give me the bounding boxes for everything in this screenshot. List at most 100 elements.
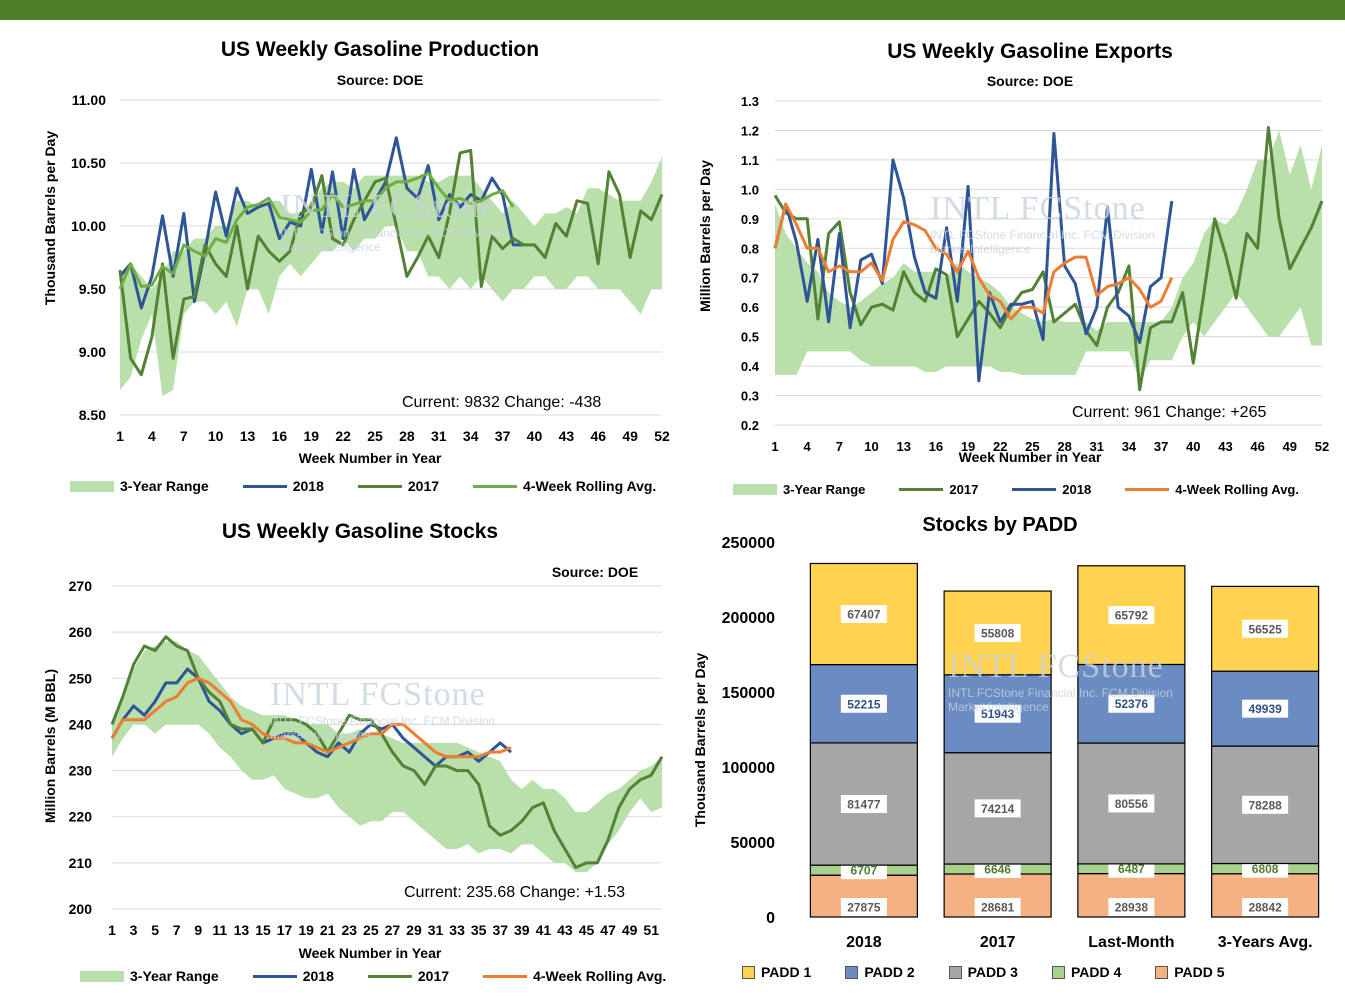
production-chart: 8.50 9.00 9.50 10.00 10.50 11.00 1 4 7 10 13 16 19 22… bbox=[71, 92, 670, 444]
x-tick-label: 49 bbox=[622, 922, 638, 938]
stocks-title: US Weekly Gasoline Stocks bbox=[221, 520, 499, 543]
data-label-bg bbox=[840, 898, 887, 916]
x-tick-label: 43 bbox=[557, 922, 573, 938]
data-label-bg bbox=[840, 605, 887, 624]
y-tick-label: 250 bbox=[69, 670, 93, 686]
x-tick-label: 33 bbox=[449, 922, 465, 938]
production-legend: 3-Year Range 2018 2017 4-Week Rolling Av… bbox=[70, 478, 690, 494]
x-tick-label: 4 bbox=[148, 428, 156, 444]
y-tick-label: 250000 bbox=[722, 535, 775, 552]
data-label: 65792 bbox=[1115, 609, 1149, 623]
x-tick-label: 40 bbox=[1186, 439, 1200, 454]
x-tick-label: 34 bbox=[1122, 439, 1137, 454]
x-tick-label: 35 bbox=[471, 922, 487, 938]
data-label: 6646 bbox=[984, 862, 1011, 876]
x-tick-label: 19 bbox=[304, 428, 320, 444]
y-tick-label: 150000 bbox=[722, 685, 775, 702]
x-tick-label: 2017 bbox=[980, 934, 1016, 951]
range-area bbox=[112, 641, 662, 873]
series-line-4-week-rolling-avg- bbox=[118, 171, 515, 290]
x-tick-label: 46 bbox=[1250, 439, 1264, 454]
y-tick-label: 10.50 bbox=[71, 155, 106, 171]
data-label: 28842 bbox=[1248, 901, 1282, 915]
x-tick-label: 1 bbox=[108, 922, 116, 938]
exports-title: US Weekly Gasoline Exports bbox=[887, 40, 1173, 63]
data-label: 28938 bbox=[1115, 901, 1149, 915]
x-tick-label: 49 bbox=[1283, 439, 1297, 454]
padd-chart: 0 50000 100000 150000 200000 250000 27875 6707 8… bbox=[722, 535, 1320, 951]
y-tick-label: 9.50 bbox=[79, 281, 106, 297]
series-line-2017 bbox=[110, 635, 664, 869]
x-tick-label: 37 bbox=[495, 428, 511, 444]
legend-rolling: 4-Week Rolling Avg. bbox=[473, 478, 656, 494]
x-tick-label: 49 bbox=[622, 428, 638, 444]
x-tick-label: 10 bbox=[864, 439, 878, 454]
x-tick-label: 7 bbox=[173, 922, 181, 938]
data-label-bg bbox=[974, 799, 1021, 818]
y-tick-label: 210 bbox=[69, 855, 93, 871]
data-label: 6707 bbox=[851, 864, 878, 878]
y-tick-label: 200 bbox=[69, 901, 93, 917]
x-tick-label: 41 bbox=[536, 922, 552, 938]
x-tick-label: 23 bbox=[341, 922, 357, 938]
x-tick-label: 3 bbox=[130, 922, 138, 938]
x-tick-label: 47 bbox=[600, 922, 616, 938]
data-label: 52376 bbox=[1115, 697, 1149, 711]
y-tick-label: 220 bbox=[69, 809, 93, 825]
data-label: 27875 bbox=[847, 901, 881, 915]
series-line-2018 bbox=[110, 667, 512, 768]
watermark-exports: INTL FCStone INTL FCStone Financial Inc. … bbox=[930, 190, 1155, 256]
production-current: Current: 9832 Change: -438 bbox=[402, 394, 602, 411]
y-tick-label: 1.2 bbox=[741, 123, 759, 138]
y-tick-label: 50000 bbox=[731, 835, 776, 852]
x-tick-label: 27 bbox=[385, 922, 401, 938]
range-area bbox=[120, 156, 662, 397]
x-tick-label: 25 bbox=[1025, 439, 1039, 454]
watermark-padd: INTL FCStone INTL FCStone Financial Inc. … bbox=[948, 648, 1173, 714]
data-label-bg bbox=[974, 623, 1021, 642]
x-tick-label: 51 bbox=[643, 922, 659, 938]
data-label-bg bbox=[1242, 898, 1289, 916]
data-label: 6487 bbox=[1118, 862, 1145, 876]
legend-range: 3-Year Range bbox=[80, 968, 219, 984]
data-label: 78288 bbox=[1248, 798, 1282, 812]
x-tick-label: 40 bbox=[527, 428, 543, 444]
x-tick-label: 31 bbox=[428, 922, 444, 938]
x-tick-label: 37 bbox=[492, 922, 508, 938]
data-label-bg bbox=[1108, 694, 1155, 713]
x-tick-label: 25 bbox=[363, 922, 379, 938]
series-line-4-week-rolling-avg- bbox=[110, 676, 512, 759]
y-tick-label: 0.3 bbox=[741, 389, 759, 404]
data-label-bg bbox=[1242, 619, 1289, 638]
x-tick-label: 52 bbox=[654, 428, 670, 444]
data-label-bg bbox=[1108, 606, 1155, 625]
legend-padd3: PADD 3 bbox=[948, 964, 1018, 980]
series-line-2018 bbox=[118, 136, 524, 310]
x-tick-label: 1 bbox=[771, 439, 778, 454]
y-tick-label: 200000 bbox=[722, 610, 775, 627]
x-tick-label: 21 bbox=[320, 922, 336, 938]
exports-legend: 3-Year Range 2017 2018 4-Week Rolling Av… bbox=[733, 482, 1333, 497]
legend-2017: 2017 bbox=[899, 482, 978, 497]
data-label: 56525 bbox=[1248, 622, 1282, 636]
x-tick-label: 16 bbox=[929, 439, 943, 454]
legend-padd1: PADD 1 bbox=[742, 964, 811, 980]
watermark-stocks: INTL FCStone INTL FCStone Financial Inc. … bbox=[270, 676, 495, 742]
y-tick-label: 0.9 bbox=[741, 212, 759, 227]
legend-range: 3-Year Range bbox=[70, 478, 209, 494]
x-tick-label: 34 bbox=[463, 428, 479, 444]
y-tick-label: 230 bbox=[69, 763, 93, 779]
data-label: 49939 bbox=[1248, 702, 1282, 716]
legend-padd5: PADD 5 bbox=[1155, 964, 1225, 980]
legend-2018: 2018 bbox=[242, 478, 324, 494]
legend-rolling: 4-Week Rolling Avg. bbox=[483, 968, 666, 984]
y-tick-label: 0.7 bbox=[741, 271, 759, 286]
data-label: 81477 bbox=[847, 798, 881, 812]
x-tick-label: 39 bbox=[514, 922, 530, 938]
legend-padd4: PADD 4 bbox=[1051, 964, 1121, 980]
x-tick-label: 19 bbox=[298, 922, 314, 938]
x-tick-label: 3-Years Avg. bbox=[1218, 934, 1313, 951]
data-label-bg bbox=[840, 795, 887, 814]
x-tick-label: 43 bbox=[559, 428, 575, 444]
stocks-source: Source: DOE bbox=[551, 564, 639, 580]
